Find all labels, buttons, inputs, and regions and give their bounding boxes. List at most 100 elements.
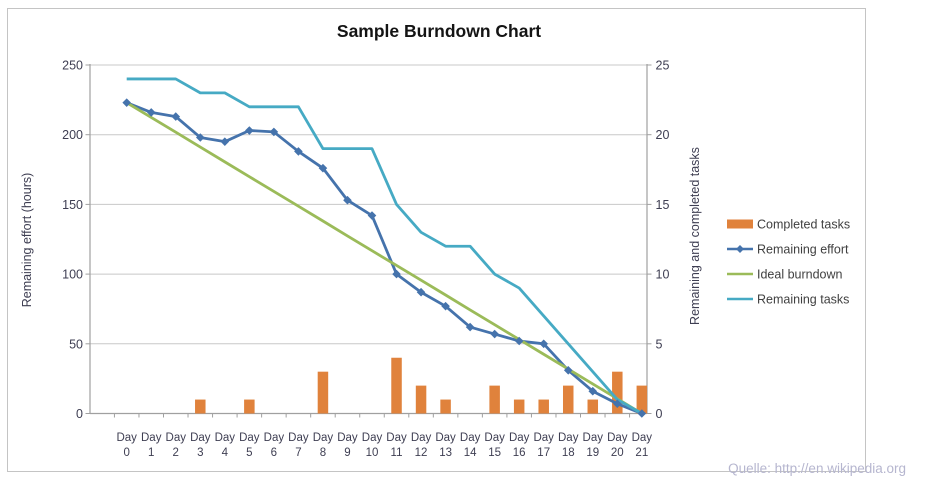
x-axis-label-day: 2 <box>173 447 179 459</box>
diamond-marker <box>588 386 598 396</box>
x-axis-label-word: Day <box>632 432 653 444</box>
left-axis-tick-label: 100 <box>62 268 83 282</box>
completed-tasks-bar <box>636 385 648 414</box>
series-completed-tasks-bars <box>195 357 648 414</box>
x-axis-label-day: 14 <box>464 447 477 459</box>
x-axis-label-word: Day <box>484 432 505 444</box>
legend-item-remaining-tasks: Remaining tasks <box>727 293 849 307</box>
x-axis-label-day: 11 <box>391 447 403 459</box>
diamond-marker <box>171 112 181 121</box>
diamond-marker <box>367 211 377 220</box>
completed-tasks-bar <box>440 399 451 414</box>
diamond-marker <box>416 287 426 297</box>
diamond-marker <box>563 365 573 375</box>
gridlines <box>90 64 647 415</box>
x-axis-label-word: Day <box>313 432 334 444</box>
axis-labels: 2502001501005002520151050Day0Day1Day2Day… <box>62 59 669 460</box>
x-axis-label-word: Day <box>190 432 211 444</box>
diamond-marker <box>514 336 524 346</box>
x-axis-label-word: Day <box>116 432 137 444</box>
source-watermark: Quelle: http://en.wikipedia.org <box>728 461 906 476</box>
legend-item-completed-tasks: Completed tasks <box>727 218 850 232</box>
right-axis-title: Remaining and completed tasks <box>688 147 702 325</box>
completed-tasks-bar <box>612 371 623 414</box>
completed-tasks-bar <box>562 385 574 414</box>
left-axis-tick-label: 50 <box>69 337 83 351</box>
x-axis-label-day: 19 <box>586 447 599 459</box>
diamond-marker <box>392 269 401 279</box>
x-axis-label-word: Day <box>362 432 383 444</box>
x-axis-label-day: 1 <box>148 447 154 459</box>
legend-item-remaining-effort: Remaining effort <box>727 243 849 257</box>
x-axis-label-day: 6 <box>271 447 277 459</box>
x-axis-label-word: Day <box>558 432 579 444</box>
x-axis-label-word: Day <box>239 432 260 444</box>
right-axis-tick-label: 10 <box>656 268 670 282</box>
left-axis-title: Remaining effort (hours) <box>20 173 34 308</box>
diamond-marker <box>465 322 475 332</box>
completed-tasks-bar <box>195 399 206 414</box>
right-axis-tick-label: 25 <box>656 59 670 73</box>
chart-title: Sample Burndown Chart <box>336 21 542 41</box>
x-axis-label-day: 13 <box>439 447 452 459</box>
diamond-marker <box>637 409 647 418</box>
x-axis-label-word: Day <box>166 432 187 444</box>
tick-marks <box>85 64 652 418</box>
x-axis-label-day: 3 <box>197 447 203 459</box>
x-axis-label-day: 21 <box>635 447 648 459</box>
diamond-marker <box>343 195 352 205</box>
legend-item-ideal-burndown: Ideal burndown <box>727 268 843 282</box>
x-axis-label-day: 12 <box>415 447 428 459</box>
diamond-marker <box>220 137 230 146</box>
x-axis-label-word: Day <box>583 432 604 444</box>
x-axis-label-word: Day <box>460 432 481 444</box>
x-axis-label-word: Day <box>411 432 432 444</box>
series-remaining-effort-line <box>126 101 643 415</box>
diamond-marker <box>613 399 622 409</box>
diamond-marker <box>122 98 131 107</box>
completed-tasks-bar <box>391 357 402 414</box>
remaining-effort-markers <box>122 98 647 418</box>
x-axis-label-word: Day <box>288 432 309 444</box>
completed-tasks-bar <box>587 399 599 414</box>
diamond-marker <box>269 127 279 137</box>
x-axis-label-day: 17 <box>537 447 550 459</box>
x-axis-label-day: 16 <box>513 447 526 459</box>
completed-tasks-bar <box>415 385 427 414</box>
completed-tasks-bar <box>317 371 329 414</box>
x-axis-label-day: 7 <box>295 447 301 459</box>
right-axis-tick-label: 20 <box>656 128 670 142</box>
x-axis-label-word: Day <box>435 432 456 444</box>
x-axis-label-word: Day <box>607 432 628 444</box>
axes <box>89 64 648 414</box>
left-axis-tick-label: 0 <box>76 407 83 421</box>
diamond-marker <box>490 329 499 339</box>
x-axis-label-word: Day <box>215 432 236 444</box>
diamond-marker <box>318 163 328 173</box>
legend: Completed tasks Remaining effort Ideal bur… <box>727 218 850 307</box>
x-axis-label-word: Day <box>533 432 554 444</box>
completed-tasks-bar <box>538 399 549 414</box>
right-axis-tick-label: 15 <box>656 198 670 212</box>
legend-diamond-marker <box>736 245 744 253</box>
x-axis-label-day: 9 <box>344 447 350 459</box>
legend-label: Completed tasks <box>757 218 850 232</box>
completed-tasks-bar <box>489 385 500 414</box>
right-axis-tick-label: 0 <box>656 407 663 421</box>
x-axis-label-day: 20 <box>611 447 624 459</box>
legend-label: Ideal burndown <box>757 268 843 282</box>
x-axis-label-word: Day <box>337 432 358 444</box>
x-axis-label-day: 0 <box>123 447 129 459</box>
left-axis-tick-label: 250 <box>62 59 83 73</box>
x-axis-label-day: 5 <box>246 447 252 459</box>
diamond-marker <box>539 339 549 349</box>
x-axis-label-day: 8 <box>320 447 326 459</box>
left-axis-tick-label: 200 <box>62 128 83 142</box>
x-axis-label-day: 18 <box>562 447 575 459</box>
left-axis-tick-label: 150 <box>62 198 83 212</box>
x-axis-label-day: 10 <box>366 447 379 459</box>
completed-tasks-bar <box>513 399 525 414</box>
legend-label: Remaining effort <box>757 243 849 257</box>
diamond-marker <box>294 147 303 156</box>
